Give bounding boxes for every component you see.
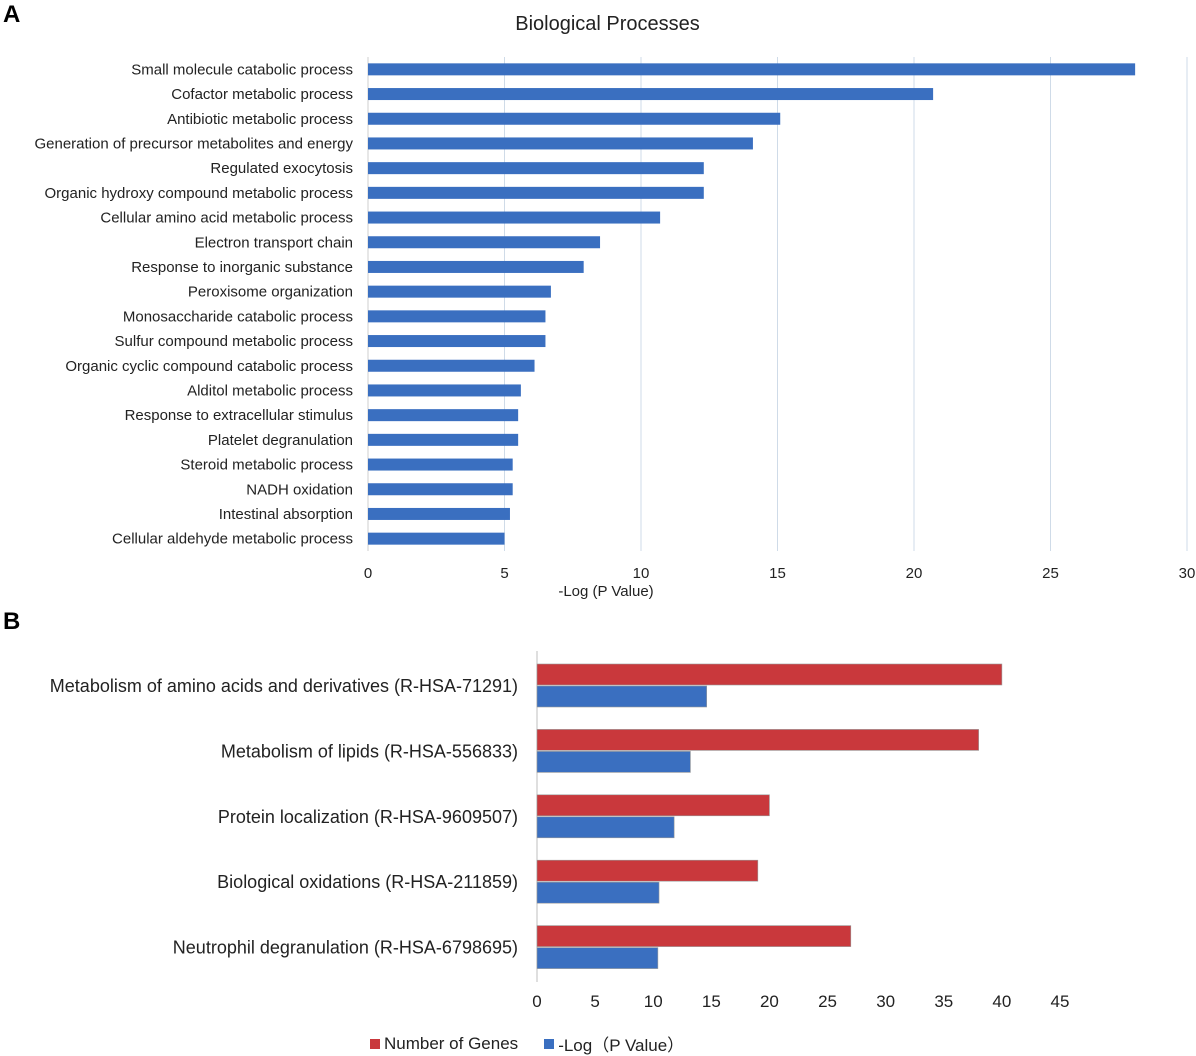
x-tick-label: 15: [769, 565, 786, 582]
category-label: Platelet degranulation: [208, 432, 353, 449]
x-tick-label: 0: [364, 565, 372, 582]
category-label: Protein localization (R-HSA-9609507): [218, 807, 518, 827]
bar-log-p-value: [536, 816, 675, 839]
bar: [368, 483, 513, 496]
category-label: Metabolism of amino acids and derivative…: [50, 676, 518, 696]
x-tick-label: 10: [644, 992, 663, 1011]
category-label: Regulated exocytosis: [210, 160, 353, 177]
bar: [368, 236, 601, 249]
chart-a-title: Biological Processes: [515, 13, 700, 35]
bar: [368, 211, 661, 224]
category-label: Antibiotic metabolic process: [167, 111, 353, 128]
x-tick-label: 15: [702, 992, 721, 1011]
x-tick-label: 5: [500, 565, 508, 582]
bar: [368, 433, 519, 446]
x-tick-label: 25: [1042, 565, 1059, 582]
x-tick-label: 30: [876, 992, 895, 1011]
category-label: Peroxisome organization: [188, 284, 353, 301]
category-label: Neutrophil degranulation (R-HSA-6798695): [173, 938, 518, 958]
category-label: Sulfur compound metabolic process: [115, 333, 353, 350]
x-tick-label: 25: [818, 992, 837, 1011]
category-label: Organic hydroxy compound metabolic proce…: [45, 185, 353, 202]
x-tick-label: 0: [532, 992, 541, 1011]
bar-number-of-genes: [536, 794, 770, 817]
bar-number-of-genes: [536, 925, 852, 947]
chart-reactome-pathways: 0 5 10 15 20 25 30 35 40 45 Metabolism of amino ac…: [50, 651, 1070, 1011]
category-label: Electron transport chain: [195, 234, 353, 251]
panel-label-b: B: [3, 608, 21, 635]
x-tick-label: 20: [906, 565, 923, 582]
category-label: Cellular amino acid metabolic process: [100, 210, 353, 227]
category-label: Small molecule catabolic process: [131, 61, 353, 78]
bar: [368, 384, 521, 397]
category-label: Biological oxidations (R-HSA-211859): [217, 872, 518, 892]
category-label: Response to inorganic substance: [131, 259, 353, 276]
bar: [368, 137, 753, 150]
chart-biological-processes: Biological Processes 0 5 10 15 20 25 30 Small mo…: [34, 13, 1196, 600]
bar-log-p-value: [536, 685, 707, 708]
category-label: Generation of precursor metabolites and …: [34, 135, 353, 152]
bar: [368, 63, 1136, 76]
x-tick-label: 5: [590, 992, 599, 1011]
x-tick-label: 45: [1051, 992, 1070, 1011]
bar-number-of-genes: [536, 663, 1003, 686]
bar-log-p-value: [536, 751, 691, 773]
panel-label-a: A: [3, 1, 21, 28]
bar-log-p-value: [536, 947, 659, 969]
legend-label-pvalue: -Log（P Value）: [558, 1036, 685, 1055]
category-label: Alditol metabolic process: [187, 382, 353, 399]
bar: [368, 507, 510, 520]
bar: [368, 112, 781, 125]
bar-number-of-genes: [536, 729, 979, 751]
category-label: Monosaccharide catabolic process: [123, 308, 353, 325]
category-label: Steroid metabolic process: [180, 457, 353, 474]
chart-b-legend: Number of Genes -Log（P Value）: [370, 1031, 710, 1056]
category-label: Metabolism of lipids (R-HSA-556833): [221, 741, 518, 761]
x-tick-label: 30: [1179, 565, 1196, 582]
bar: [368, 285, 551, 298]
legend-label-genes: Number of Genes: [384, 1033, 519, 1053]
category-label: Response to extracellular stimulus: [125, 407, 353, 424]
x-tick-label: 40: [992, 992, 1011, 1011]
bar: [368, 186, 704, 199]
x-tick-label: 20: [760, 992, 779, 1011]
x-tick-label: 35: [934, 992, 953, 1011]
category-label: Intestinal absorption: [219, 506, 353, 523]
bar-log-p-value: [536, 881, 660, 904]
bar: [368, 310, 546, 323]
bar: [368, 260, 584, 273]
bar: [368, 532, 505, 545]
legend-item-pvalue: -Log（P Value）: [544, 1031, 684, 1056]
bar: [368, 458, 513, 471]
legend-item-genes: Number of Genes: [370, 1034, 518, 1054]
legend-swatch-pvalue: [544, 1038, 555, 1049]
category-label: NADH oxidation: [246, 481, 353, 498]
x-tick-label: 10: [633, 565, 650, 582]
legend-swatch-genes: [370, 1038, 380, 1049]
bar: [368, 359, 535, 372]
category-label: Organic cyclic compound catabolic proces…: [65, 358, 353, 375]
bar: [368, 162, 704, 175]
bar: [368, 88, 934, 101]
x-axis-title: -Log (P Value): [558, 583, 653, 600]
bar: [368, 335, 546, 348]
category-label: Cellular aldehyde metabolic process: [112, 531, 353, 548]
category-label: Cofactor metabolic process: [171, 86, 353, 103]
bar: [368, 409, 519, 422]
bar-number-of-genes: [536, 859, 759, 882]
